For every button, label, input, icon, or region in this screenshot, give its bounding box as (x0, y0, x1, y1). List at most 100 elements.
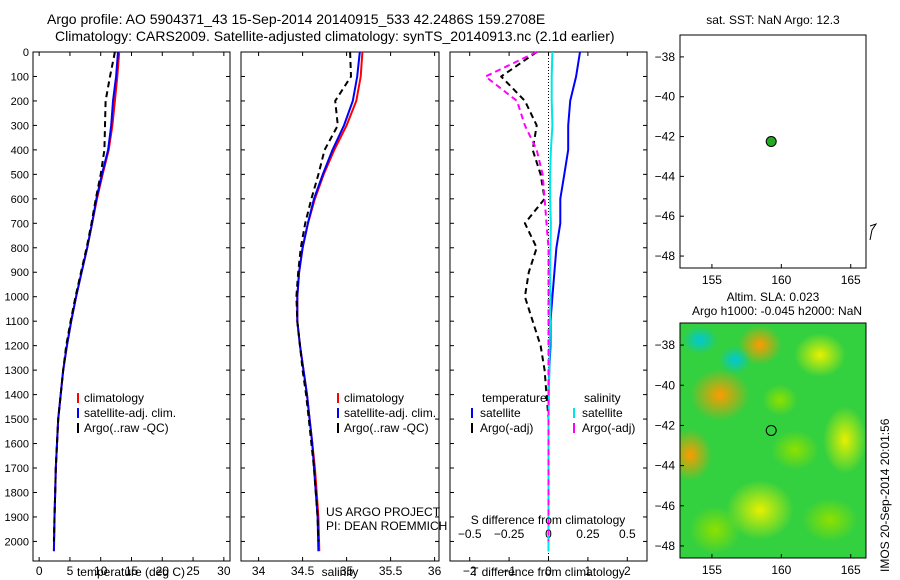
lat-tick-label: −44 (655, 169, 676, 183)
sla-map-title-line2: Argo h1000: -0.045 h2000: NaN (692, 304, 862, 318)
depth-tick-label: 800 (11, 243, 29, 255)
x-tick-label: 30 (217, 564, 231, 578)
temperature-legend: climatology satellite-adj. clim. Argo(..… (77, 391, 176, 435)
sla-blob (690, 369, 750, 421)
lon-tick-label: 155 (702, 273, 722, 287)
coastline (869, 223, 878, 241)
sla-blob (823, 406, 866, 474)
depth-tick-label: 900 (11, 267, 29, 279)
sst-map-lon-axis: 155 160 165 (702, 264, 861, 287)
legend-title-salinity: salinity (584, 391, 621, 405)
legend-label-climatology: climatology (344, 391, 404, 405)
sst-map-points (765, 136, 777, 148)
series-line-salinity-argo-adj- (484, 51, 550, 542)
lat-tick-label: −42 (655, 130, 676, 144)
difference-legend-temperature: temperature satellite Argo(-adj) (471, 391, 547, 435)
sla-blob (794, 333, 846, 377)
depth-tick-label: 2000 (5, 536, 29, 548)
difference-xlabel: T difference from climatology (471, 565, 625, 579)
project-annotation: US ARGO PROJECT (326, 505, 441, 519)
depth-axis: 0 100 200 300 400 500 600 700 800 900 1000 1100 1200… (5, 47, 29, 548)
salinity-legend: climatology satellite-adj. clim. Argo(..… (337, 391, 436, 435)
legend-label-s-satellite: satellite (582, 406, 623, 420)
difference-xlabel2: S difference from climatology (471, 513, 626, 527)
difference-x-axis: −2 −1 0 1 2 (463, 52, 631, 578)
salinity-xlabel: salinity (322, 565, 359, 579)
lat-tick-label: −38 (655, 338, 676, 352)
x-tick-label: −2 (463, 564, 477, 578)
lat-tick-label: −40 (655, 90, 676, 104)
sla-map-points (765, 424, 777, 436)
temperature-x-axis: 0 5 10 15 20 25 30 (36, 52, 231, 578)
x-tick-label: 10 (94, 564, 108, 578)
depth-tick-label: 1200 (5, 341, 29, 353)
temperature-panel: 0100200300400500600700800900100011001200… (5, 47, 231, 579)
sla-map-panel: Altim. SLA: 0.023 Argo h1000: -0.045 h20… (655, 290, 876, 577)
x-tick-label: 20 (156, 564, 170, 578)
legend-label-s-argo: Argo(-adj) (582, 421, 635, 435)
sst-map-title: sat. SST: NaN Argo: 12.3 (706, 13, 840, 27)
x-tick-label: 25 (186, 564, 200, 578)
sla-field (680, 323, 876, 558)
sla-map-lon-axis: 155 160 165 (702, 554, 861, 577)
sla-blob (762, 384, 798, 416)
lat-tick-label: −48 (655, 249, 676, 263)
difference-panel: −2 −1 0 1 2 −0.5 −0.25 0 0.25 0.5 T difference f… (449, 51, 648, 579)
lon-tick-label: 165 (841, 563, 861, 577)
depth-tick-label: 1600 (5, 439, 29, 451)
salinity-panel: 34 34.5 35 35.5 36 salinity climatology sate… (240, 51, 447, 579)
x-tick-label: 0 (36, 564, 43, 578)
legend-label-satellite: satellite-adj. clim. (344, 406, 436, 420)
x-tick-label: 34.5 (291, 564, 315, 578)
temperature-axes-box (32, 51, 231, 562)
depth-tick-label: 600 (11, 194, 29, 206)
lat-tick-label: −48 (655, 539, 676, 553)
depth-tick-label: 1100 (5, 316, 29, 328)
depth-tick-label: 500 (11, 169, 29, 181)
x-tick-label-salinity: 0.25 (576, 527, 600, 541)
x-tick-label: 1 (585, 564, 592, 578)
x-tick-label: 15 (125, 564, 139, 578)
temperature-xlabel: temperature (deg C) (77, 565, 185, 579)
lon-tick-label: 160 (771, 563, 791, 577)
depth-tick-label: 1800 (5, 487, 29, 499)
legend-label-argo: Argo(..raw -QC) (84, 421, 169, 435)
legend-label-t-argo: Argo(-adj) (480, 421, 533, 435)
series-line-argo-raw-qc- (295, 51, 352, 542)
lon-tick-label: 155 (702, 563, 722, 577)
x-tick-label: 36 (428, 564, 442, 578)
lon-tick-label: 165 (841, 273, 861, 287)
lat-tick-label: −40 (655, 378, 676, 392)
lat-tick-label: −46 (655, 209, 676, 223)
x-tick-label-salinity: 0.5 (619, 527, 636, 541)
pi-annotation: PI: DEAN ROEMMICH (326, 519, 447, 533)
sla-map-title-line1: Altim. SLA: 0.023 (727, 290, 820, 304)
sst-map-axes-box (679, 34, 867, 269)
x-tick-label: 35 (340, 564, 354, 578)
depth-tick-label: 200 (11, 96, 29, 108)
depth-tick-label: 1700 (5, 463, 29, 475)
temperature-lines (52, 51, 121, 552)
legend-label-climatology: climatology (84, 391, 144, 405)
sla-blob (726, 480, 794, 540)
timestamp-stamp: IMOS 20-Sep-2014 20:01:56 (878, 418, 892, 572)
header-line2: Climatology: CARS2009. Satellite-adjuste… (55, 28, 615, 44)
sla-map-lat-axis: −38 −40 −42 −44 −46 −48 (655, 338, 684, 553)
depth-tick-label: 300 (11, 120, 29, 132)
x-tick-label: −1 (502, 564, 516, 578)
lat-tick-label: −38 (655, 50, 676, 64)
coastline (870, 514, 876, 532)
sla-blob (680, 429, 712, 481)
x-tick-label: 0 (545, 564, 552, 578)
depth-tick-label: 1300 (5, 365, 29, 377)
sla-blob (802, 498, 858, 542)
legend-title-temperature: temperature (482, 391, 547, 405)
argo-location-marker (765, 136, 777, 148)
sst-map-lat-axis: −38 −40 −42 −44 −46 −48 (655, 50, 684, 263)
lat-tick-label: −42 (655, 418, 676, 432)
x-tick-label: 34 (252, 564, 266, 578)
series-line-argo-raw-qc- (52, 51, 116, 542)
depth-tick-label: 400 (11, 145, 29, 157)
legend-label-argo: Argo(..raw -QC) (344, 421, 429, 435)
